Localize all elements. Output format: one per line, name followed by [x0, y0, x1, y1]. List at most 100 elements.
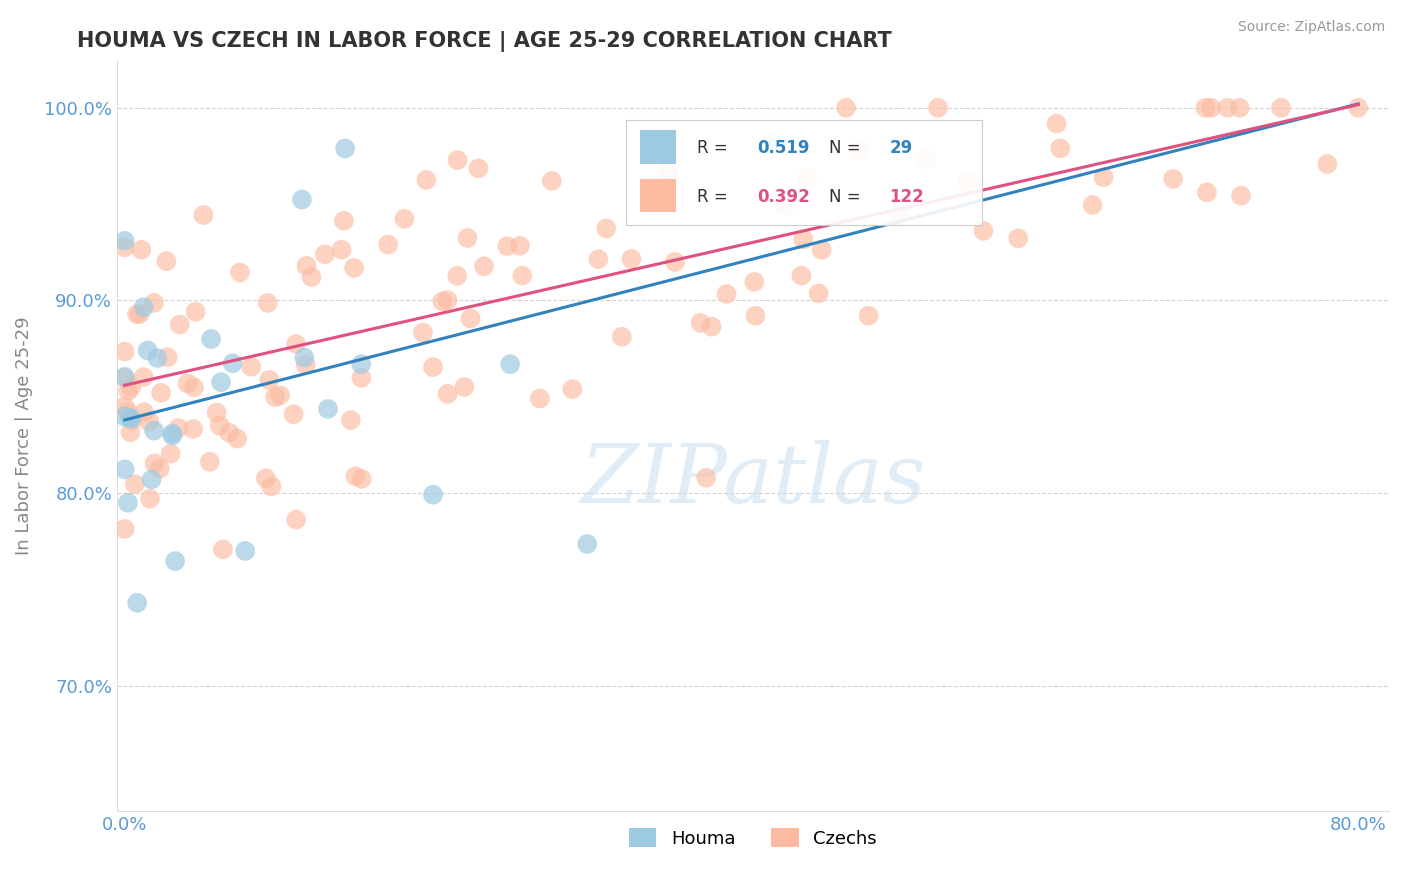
Point: [120, 411, 142, 425]
Point: [340, 413, 363, 427]
Point: [138, 415, 160, 429]
Point: [1045, 117, 1067, 131]
Point: [412, 326, 434, 340]
Point: [162, 428, 184, 442]
Point: [509, 239, 531, 253]
Point: [350, 357, 373, 371]
Point: [240, 359, 263, 374]
Point: [620, 252, 643, 266]
Point: [120, 425, 142, 440]
Point: [291, 193, 314, 207]
Point: [141, 472, 163, 486]
Point: [436, 387, 458, 401]
Point: [344, 469, 367, 483]
Text: HOUMA VS CZECH IN LABOR FORCE | AGE 25-29 CORRELATION CHART: HOUMA VS CZECH IN LABOR FORCE | AGE 25-2…: [77, 31, 891, 53]
Point: [128, 307, 150, 321]
Point: [132, 300, 155, 314]
Point: [1230, 188, 1253, 202]
Point: [294, 358, 316, 372]
Point: [181, 422, 204, 436]
Point: [467, 161, 489, 176]
Point: [446, 153, 468, 168]
Text: ZIPatlas: ZIPatlas: [581, 441, 925, 521]
Point: [1347, 101, 1369, 115]
Point: [169, 318, 191, 332]
Point: [796, 170, 818, 185]
Point: [330, 243, 353, 257]
Point: [162, 426, 184, 441]
Point: [657, 164, 679, 178]
Point: [150, 385, 173, 400]
Point: [114, 234, 136, 248]
Point: [453, 380, 475, 394]
Point: [114, 409, 136, 424]
Point: [807, 286, 830, 301]
Point: [742, 275, 765, 289]
Point: [120, 411, 142, 425]
Point: [314, 247, 336, 261]
Point: [117, 384, 139, 398]
Point: [744, 309, 766, 323]
Point: [790, 268, 813, 283]
Point: [295, 259, 318, 273]
Point: [165, 554, 187, 568]
Point: [835, 101, 858, 115]
Point: [127, 596, 149, 610]
Point: [120, 380, 142, 394]
Point: [1081, 198, 1104, 212]
Point: [1007, 231, 1029, 245]
Point: [285, 513, 308, 527]
Point: [146, 351, 169, 365]
Point: [218, 425, 240, 440]
Point: [254, 471, 277, 485]
Point: [956, 175, 979, 189]
Point: [343, 260, 366, 275]
Point: [761, 136, 783, 150]
Point: [333, 213, 356, 227]
Point: [415, 173, 437, 187]
Point: [136, 343, 159, 358]
Point: [301, 270, 323, 285]
Point: [229, 265, 252, 279]
Point: [114, 371, 136, 385]
Point: [292, 351, 315, 365]
Point: [422, 360, 444, 375]
Point: [212, 542, 235, 557]
Point: [540, 174, 562, 188]
Point: [716, 287, 738, 301]
Point: [139, 491, 162, 506]
Point: [422, 488, 444, 502]
Point: [149, 461, 172, 475]
Point: [114, 344, 136, 359]
Point: [159, 447, 181, 461]
Point: [333, 141, 356, 155]
Point: [114, 240, 136, 254]
Point: [208, 418, 231, 433]
Point: [132, 370, 155, 384]
Point: [143, 456, 166, 470]
Point: [264, 390, 287, 404]
Point: [1194, 101, 1216, 115]
Point: [927, 101, 949, 115]
Point: [167, 421, 190, 435]
Point: [209, 375, 232, 389]
Point: [226, 432, 249, 446]
Point: [198, 455, 221, 469]
Point: [1161, 172, 1184, 186]
Point: [810, 243, 832, 257]
Point: [1199, 101, 1222, 115]
Point: [773, 199, 796, 213]
Point: [233, 544, 256, 558]
Point: [499, 357, 522, 371]
Point: [183, 380, 205, 394]
Point: [610, 330, 633, 344]
Point: [200, 332, 222, 346]
Point: [460, 311, 482, 326]
Point: [1229, 101, 1251, 115]
Point: [155, 254, 177, 268]
Point: [1195, 186, 1218, 200]
Point: [114, 522, 136, 536]
Point: [1270, 101, 1292, 115]
Point: [472, 259, 495, 273]
Point: [260, 479, 283, 493]
